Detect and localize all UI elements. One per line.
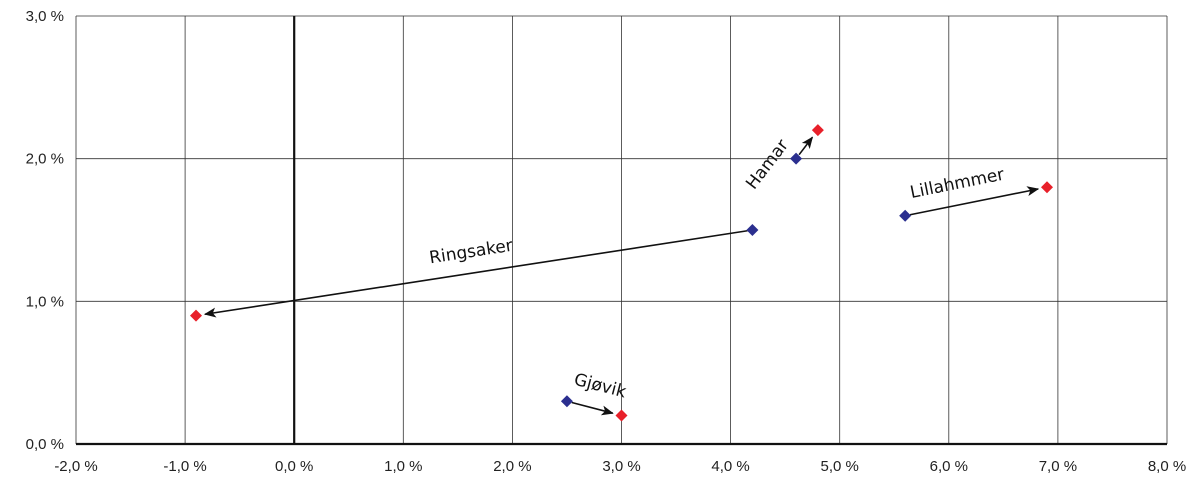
- start-point: [790, 152, 803, 165]
- series-label: Hamar: [742, 136, 793, 194]
- end-point: [190, 309, 203, 322]
- start-point: [560, 395, 573, 408]
- arrow-2: [203, 229, 748, 318]
- y-tick-label: 3,0 %: [26, 8, 64, 25]
- y-tick-label: 0,0 %: [26, 436, 64, 453]
- x-tick-label: -1,0 %: [163, 458, 206, 475]
- y-tick-label: 1,0 %: [26, 293, 64, 310]
- x-tick-label: 4,0 %: [711, 458, 749, 475]
- series-label: Lillahmmer: [908, 165, 1005, 203]
- x-tick-label: 0,0 %: [275, 458, 313, 475]
- grid: [75, 15, 1168, 445]
- y-tick-label: 2,0 %: [26, 151, 64, 168]
- arrow-1: [909, 186, 1040, 216]
- series-label: Gjøvik: [572, 370, 628, 403]
- series-label: Ringsaker: [428, 236, 514, 269]
- axes: [76, 16, 1167, 446]
- x-tick-label: -2,0 %: [54, 458, 97, 475]
- arrow-0: [798, 136, 814, 156]
- x-tick-label: 8,0 %: [1148, 458, 1186, 475]
- start-point: [746, 224, 759, 236]
- end-point: [811, 124, 824, 137]
- end-point: [615, 409, 628, 422]
- arrow-3: [571, 401, 614, 416]
- x-tick-label: 1,0 %: [384, 458, 422, 475]
- x-tick-label: 6,0 %: [930, 458, 968, 475]
- tick-labels: -2,0 % -1,0 % 0,0 % 1,0 % 2,0 % 3,0 % 4,0 % 5,0…: [26, 8, 1187, 475]
- end-point: [1040, 181, 1053, 194]
- x-tick-label: 7,0 %: [1039, 458, 1077, 475]
- x-tick-label: 2,0 %: [493, 458, 531, 475]
- x-tick-label: 5,0 %: [821, 458, 859, 475]
- start-point: [899, 209, 912, 222]
- x-tick-label: 3,0 %: [602, 458, 640, 475]
